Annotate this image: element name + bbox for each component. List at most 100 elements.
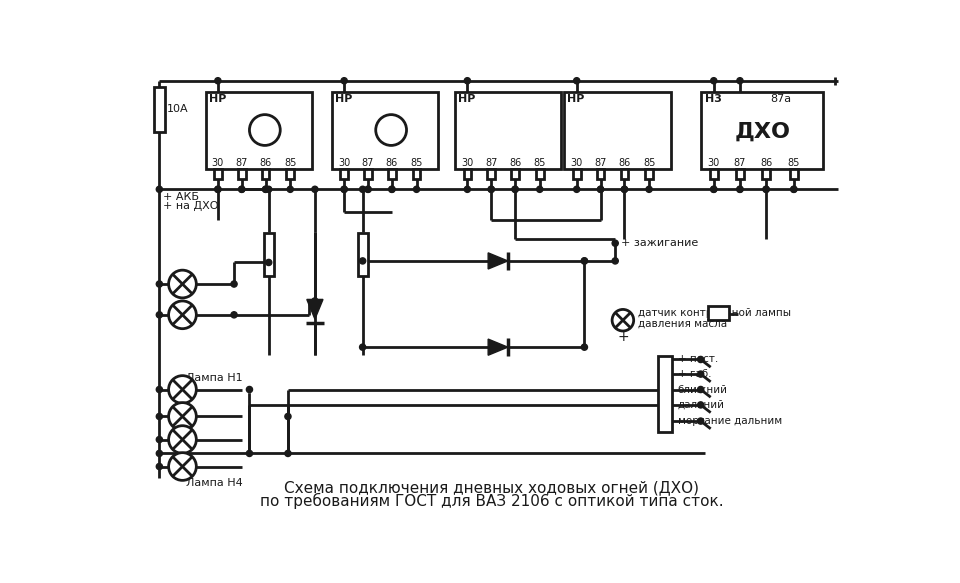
Circle shape	[360, 186, 366, 192]
Text: Схема подключения дневных ходовых огней (ДХО): Схема подключения дневных ходовых огней …	[284, 480, 700, 496]
Circle shape	[375, 115, 406, 145]
Circle shape	[698, 356, 704, 363]
Bar	[564, 92, 671, 168]
Text: + габ.: + габ.	[678, 369, 711, 379]
Circle shape	[646, 186, 652, 192]
Text: 87: 87	[733, 158, 746, 168]
Circle shape	[169, 375, 196, 403]
Circle shape	[215, 186, 221, 192]
Bar	[154, 87, 165, 132]
Text: 85: 85	[787, 158, 800, 168]
Circle shape	[266, 186, 272, 192]
Circle shape	[239, 186, 245, 192]
Circle shape	[156, 463, 162, 469]
Text: 85: 85	[284, 158, 297, 168]
Circle shape	[710, 78, 717, 84]
Bar	[364, 168, 372, 178]
Circle shape	[169, 270, 196, 298]
Circle shape	[574, 186, 580, 192]
Bar	[702, 92, 823, 168]
Circle shape	[582, 258, 588, 264]
Text: 87: 87	[485, 158, 497, 168]
Bar	[620, 168, 628, 178]
Text: 87: 87	[235, 158, 248, 168]
Text: дальний: дальний	[678, 400, 725, 410]
Circle shape	[156, 413, 162, 420]
Text: + пост.: + пост.	[678, 354, 718, 364]
Circle shape	[262, 186, 269, 192]
Circle shape	[231, 312, 237, 318]
Circle shape	[698, 402, 704, 408]
Circle shape	[169, 403, 196, 430]
Bar	[455, 92, 562, 168]
Circle shape	[465, 186, 470, 192]
Text: 86: 86	[618, 158, 631, 168]
Circle shape	[156, 437, 162, 442]
Circle shape	[574, 78, 580, 84]
Circle shape	[512, 186, 518, 192]
Circle shape	[156, 281, 162, 287]
Bar	[488, 168, 495, 178]
Circle shape	[239, 186, 245, 192]
Circle shape	[231, 281, 237, 287]
Text: 30: 30	[570, 158, 583, 168]
Bar	[790, 168, 798, 178]
Circle shape	[414, 186, 420, 192]
Circle shape	[312, 298, 318, 304]
Text: 30: 30	[338, 158, 350, 168]
Circle shape	[266, 259, 272, 265]
Circle shape	[698, 387, 704, 392]
Circle shape	[169, 426, 196, 454]
Circle shape	[597, 186, 604, 192]
Text: ближний: ближний	[678, 385, 728, 395]
Text: 86: 86	[509, 158, 521, 168]
Circle shape	[156, 387, 162, 392]
Bar	[332, 92, 438, 168]
Polygon shape	[307, 300, 323, 319]
Bar	[708, 306, 730, 320]
Circle shape	[621, 186, 628, 192]
Circle shape	[488, 186, 494, 192]
Circle shape	[465, 78, 470, 84]
Text: НР: НР	[208, 94, 226, 104]
Text: + АКБ: + АКБ	[163, 192, 200, 202]
Bar	[736, 168, 744, 178]
Bar	[413, 168, 420, 178]
Bar	[573, 168, 581, 178]
Circle shape	[710, 186, 717, 192]
Bar	[536, 168, 543, 178]
Bar	[264, 233, 275, 276]
Circle shape	[612, 240, 618, 246]
Circle shape	[287, 186, 294, 192]
Circle shape	[698, 371, 704, 377]
Text: Н3: Н3	[705, 94, 721, 104]
Text: + зажигание: + зажигание	[620, 238, 698, 248]
Bar	[262, 168, 270, 178]
Bar	[238, 168, 246, 178]
Text: 87: 87	[362, 158, 374, 168]
Circle shape	[612, 310, 634, 331]
Bar	[762, 168, 770, 178]
Circle shape	[360, 258, 366, 264]
Circle shape	[247, 387, 252, 392]
Text: Лампа Н1: Лампа Н1	[185, 373, 242, 383]
Circle shape	[612, 258, 618, 264]
Circle shape	[389, 186, 395, 192]
Circle shape	[791, 186, 797, 192]
Text: 30: 30	[461, 158, 473, 168]
Circle shape	[169, 452, 196, 480]
Circle shape	[582, 344, 588, 350]
Circle shape	[365, 186, 372, 192]
Circle shape	[341, 186, 348, 192]
Text: +: +	[617, 330, 629, 344]
Text: 85: 85	[410, 158, 422, 168]
Text: ДХО: ДХО	[734, 122, 790, 142]
Circle shape	[597, 186, 604, 192]
Text: НР: НР	[567, 94, 585, 104]
Text: 86: 86	[760, 158, 772, 168]
Circle shape	[512, 186, 518, 192]
Circle shape	[763, 186, 769, 192]
Text: 86: 86	[386, 158, 398, 168]
Circle shape	[215, 186, 221, 192]
Bar	[388, 168, 396, 178]
